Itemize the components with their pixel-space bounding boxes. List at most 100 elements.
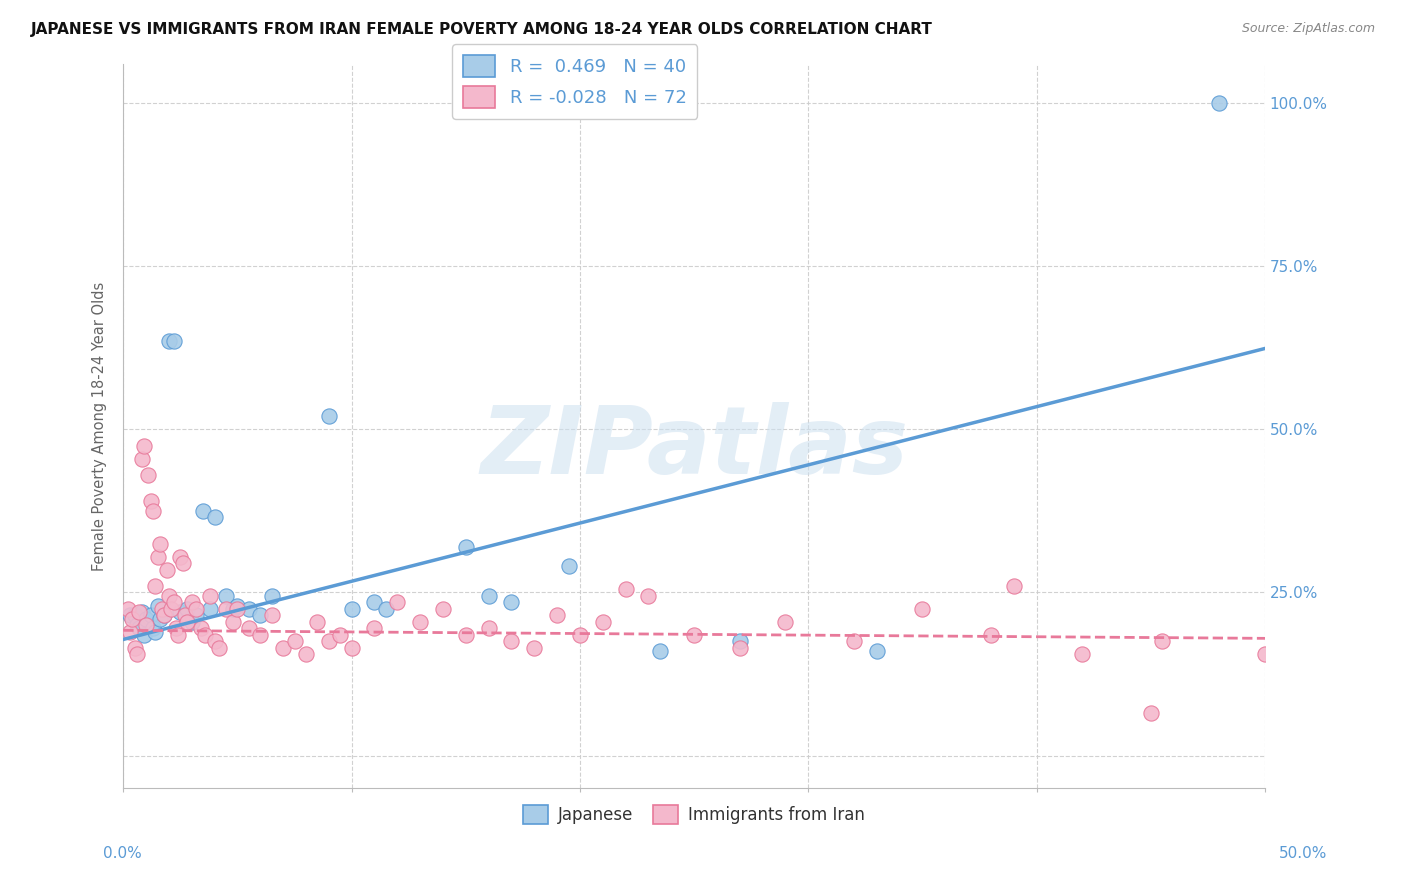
Point [186, 602, 208, 616]
Point [139, 494, 162, 508]
Point [190, 621, 212, 635]
Point [249, 608, 271, 623]
Point [162, 334, 184, 349]
Point [198, 589, 221, 603]
Point [523, 640, 546, 655]
Point [124, 640, 146, 655]
Point [648, 644, 671, 658]
Point [226, 602, 249, 616]
Point [226, 599, 249, 613]
Text: 50.0%: 50.0% [1279, 847, 1327, 861]
Point [1152, 634, 1174, 648]
Point [911, 602, 934, 616]
Point [1208, 96, 1230, 111]
Point [215, 602, 238, 616]
Text: 0.0%: 0.0% [103, 847, 142, 861]
Point [132, 439, 155, 453]
Point [172, 556, 194, 570]
Point [432, 602, 454, 616]
Point [132, 628, 155, 642]
Point [637, 589, 659, 603]
Point [1002, 579, 1025, 593]
Point [318, 409, 340, 424]
Point [478, 621, 501, 635]
Point [149, 611, 172, 625]
Point [128, 621, 150, 635]
Point [683, 628, 706, 642]
Point [387, 595, 409, 609]
Point [557, 559, 579, 574]
Text: JAPANESE VS IMMIGRANTS FROM IRAN FEMALE POVERTY AMONG 18-24 YEAR OLDS CORRELATIO: JAPANESE VS IMMIGRANTS FROM IRAN FEMALE … [31, 22, 932, 37]
Point [409, 615, 432, 629]
Point [162, 595, 184, 609]
Point [131, 605, 153, 619]
Point [142, 504, 165, 518]
Point [124, 608, 146, 623]
Point [150, 602, 173, 616]
Point [295, 648, 318, 662]
Point [271, 640, 294, 655]
Point [198, 602, 221, 616]
Point [143, 624, 166, 639]
Point [208, 640, 231, 655]
Point [728, 634, 751, 648]
Text: ZIPatlas: ZIPatlas [479, 402, 908, 494]
Point [215, 589, 238, 603]
Point [125, 618, 148, 632]
Point [156, 563, 179, 577]
Point [340, 602, 363, 616]
Y-axis label: Female Poverty Among 18-24 Year Olds: Female Poverty Among 18-24 Year Olds [93, 282, 107, 571]
Point [454, 628, 477, 642]
Point [120, 624, 142, 639]
Text: Source: ZipAtlas.com: Source: ZipAtlas.com [1241, 22, 1375, 36]
Point [546, 608, 568, 623]
Point [143, 579, 166, 593]
Point [153, 608, 176, 623]
Point [135, 618, 157, 632]
Point [478, 589, 501, 603]
Point [260, 589, 283, 603]
Point [238, 602, 260, 616]
Point [1071, 648, 1094, 662]
Point [186, 608, 208, 623]
Point [728, 640, 751, 655]
Point [318, 634, 340, 648]
Point [1254, 648, 1277, 662]
Point [120, 608, 142, 623]
Point [238, 621, 260, 635]
Point [146, 599, 169, 613]
Point [614, 582, 637, 597]
Point [176, 602, 198, 616]
Point [139, 608, 162, 623]
Point [193, 504, 215, 518]
Point [153, 608, 176, 623]
Point [363, 621, 385, 635]
Point [157, 334, 180, 349]
Point [363, 595, 385, 609]
Point [121, 611, 143, 625]
Point [128, 605, 150, 619]
Point [980, 628, 1002, 642]
Point [180, 615, 202, 629]
Point [568, 628, 591, 642]
Point [340, 640, 363, 655]
Point [283, 634, 305, 648]
Point [374, 602, 396, 616]
Point [176, 615, 198, 629]
Point [1139, 706, 1161, 721]
Point [204, 634, 226, 648]
Point [160, 602, 183, 616]
Point [169, 549, 191, 564]
Point [194, 628, 217, 642]
Point [138, 468, 160, 483]
Point [842, 634, 865, 648]
Point [165, 621, 187, 635]
Point [125, 648, 148, 662]
Point [135, 611, 157, 625]
Point [149, 536, 172, 550]
Point [157, 589, 180, 603]
Legend: Japanese, Immigrants from Iran: Japanese, Immigrants from Iran [516, 798, 872, 830]
Point [174, 608, 197, 623]
Point [146, 549, 169, 564]
Point [454, 540, 477, 554]
